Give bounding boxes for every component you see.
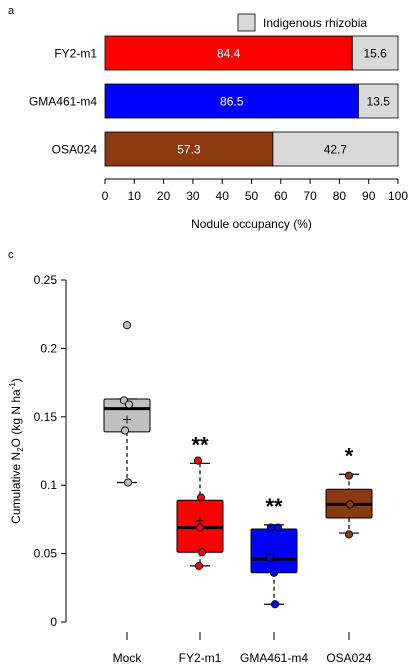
y-title-subscript: 2 bbox=[16, 447, 25, 452]
n2o-boxplot-chart: 0 0.05 0.1 0.15 0.2 0.25 Cumulative N2O (kg N … bbox=[8, 273, 373, 665]
x-tick-label-0: 0 bbox=[102, 189, 109, 203]
bar-value-label-strain-1: 86.5 bbox=[220, 95, 244, 109]
box-2 bbox=[250, 528, 298, 574]
bar-value-label-indigenous-0: 15.6 bbox=[363, 47, 387, 61]
x-axis-title: Nodule occupancy (%) bbox=[191, 217, 312, 231]
data-point-1-3 bbox=[197, 548, 207, 557]
data-point-3-0 bbox=[344, 471, 354, 480]
data-point-0-0 bbox=[122, 321, 132, 330]
y-tick-label-4: 0.2 bbox=[40, 341, 57, 355]
data-point-0-3 bbox=[120, 426, 130, 435]
y-tick-label-5: 0.25 bbox=[34, 273, 58, 287]
category-label-0: FY2-m1 bbox=[54, 47, 97, 61]
x-tick-label-4: 40 bbox=[216, 189, 230, 203]
x-tick-label-8: 80 bbox=[333, 189, 347, 203]
y-title-superscript: -1 bbox=[8, 382, 17, 390]
y-title-part: O (kg N ha bbox=[9, 389, 23, 447]
bar-indigenous-1 bbox=[358, 83, 399, 119]
category-label-c-0: Mock bbox=[113, 651, 143, 665]
data-point-0-4 bbox=[123, 478, 133, 487]
panel-c-label: c bbox=[8, 249, 14, 261]
data-point-3-2 bbox=[344, 530, 354, 539]
significance-label-2: ** bbox=[265, 494, 283, 519]
legend-swatch-indigenous bbox=[237, 13, 256, 32]
data-point-1-2 bbox=[195, 523, 205, 532]
bar-value-label-strain-0: 84.4 bbox=[217, 47, 241, 61]
y-axis-title: Cumulative N2O (kg N ha-1) bbox=[8, 378, 25, 524]
bar-indigenous-2 bbox=[272, 131, 399, 167]
data-point-0-2 bbox=[124, 400, 134, 409]
x-tick-label-5: 50 bbox=[245, 189, 259, 203]
data-point-2-3 bbox=[269, 568, 279, 577]
y-title-part: Cumulative N bbox=[9, 452, 23, 524]
data-point-2-0 bbox=[266, 523, 276, 532]
category-label-2: OSA024 bbox=[52, 143, 98, 157]
bar-value-label-indigenous-1: 13.5 bbox=[367, 95, 391, 109]
bar-value-label-indigenous-2: 42.7 bbox=[324, 143, 348, 157]
bar-value-label-strain-2: 57.3 bbox=[177, 143, 201, 157]
x-tick-label-7: 70 bbox=[303, 189, 317, 203]
category-label-c-3: OSA024 bbox=[326, 651, 372, 665]
mean-marker-0 bbox=[123, 415, 131, 424]
mean-marker-1 bbox=[196, 516, 204, 525]
data-point-1-1 bbox=[196, 493, 206, 502]
data-point-1-4 bbox=[194, 561, 204, 570]
data-point-2-2 bbox=[265, 553, 275, 562]
data-point-2-1 bbox=[273, 523, 283, 532]
x-tick-label-6: 60 bbox=[274, 189, 288, 203]
x-tick-label-2: 20 bbox=[157, 189, 171, 203]
data-point-1-0 bbox=[193, 456, 203, 465]
bar-indigenous-0 bbox=[351, 35, 399, 71]
y-tick-label-0: 0 bbox=[50, 615, 57, 629]
category-label-c-2: GMA461-m4 bbox=[240, 651, 308, 665]
bar-strain-2 bbox=[104, 131, 274, 167]
nodule-occupancy-chart: Indigenous rhizobia 84.4 15.6 FY2-m1 86.5 13.… bbox=[29, 13, 408, 231]
significance-label-1: ** bbox=[191, 432, 209, 457]
y-title-part: ) bbox=[9, 378, 23, 382]
data-point-3-1 bbox=[345, 500, 355, 509]
panel-a-label: a bbox=[8, 5, 15, 17]
bar-strain-1 bbox=[104, 83, 359, 119]
significance-label-3: * bbox=[345, 443, 354, 468]
y-tick-label-2: 0.1 bbox=[40, 478, 57, 492]
y-tick-label-1: 0.05 bbox=[34, 547, 58, 561]
legend-label-indigenous: Indigenous rhizobia bbox=[263, 16, 367, 30]
x-tick-label-3: 30 bbox=[186, 189, 200, 203]
x-tick-label-10: 100 bbox=[388, 189, 408, 203]
data-point-2-4 bbox=[270, 600, 280, 609]
bar-strain-0 bbox=[104, 35, 353, 71]
category-label-1: GMA461-m4 bbox=[29, 95, 97, 109]
y-tick-label-3: 0.15 bbox=[34, 410, 58, 424]
category-label-c-1: FY2-m1 bbox=[179, 651, 222, 665]
x-tick-label-9: 90 bbox=[362, 189, 376, 203]
x-tick-label-1: 10 bbox=[128, 189, 142, 203]
